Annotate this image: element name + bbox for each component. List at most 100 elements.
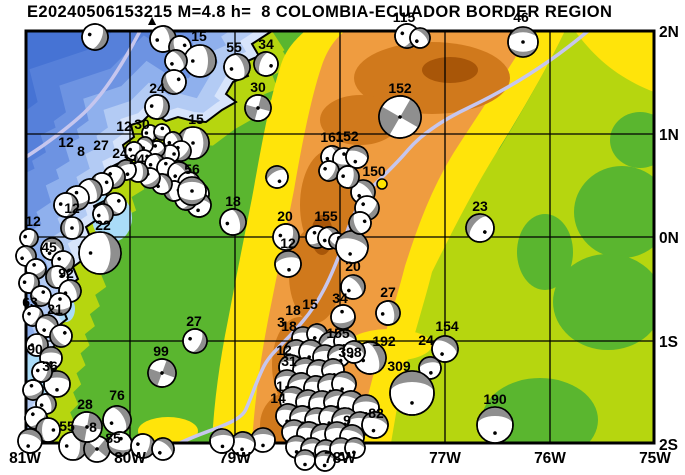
depth-label: 398: [338, 344, 362, 360]
depth-label: 3: [277, 314, 285, 330]
lon-label: 76W: [534, 450, 566, 467]
focal-mechanism: [151, 437, 175, 461]
depth-label: 18: [281, 318, 297, 334]
focal-mechanism: [92, 203, 114, 225]
depth-label: 36: [42, 358, 58, 374]
lat-label: 2N: [659, 24, 679, 41]
depth-label: 154: [435, 318, 459, 334]
focal-mechanism: [344, 437, 366, 459]
depth-label: 18: [285, 302, 301, 318]
focal-mechanism: [342, 340, 366, 364]
focal-mechanism: [81, 23, 109, 51]
depth-label: 12: [116, 118, 132, 134]
depth-label: 12: [280, 235, 296, 251]
depth-label: 18: [225, 193, 241, 209]
depth-label: 82: [368, 405, 384, 421]
lon-label: 78W: [324, 450, 356, 467]
focal-mechanism: [378, 95, 422, 139]
lat-label: 1S: [659, 334, 678, 351]
focal-mechanism: [183, 44, 217, 78]
focal-mechanism: [335, 230, 369, 264]
depth-label: 20: [277, 208, 293, 224]
depth-label: 31: [281, 353, 297, 369]
depth-label: 152: [388, 80, 412, 96]
depth-label: 24: [149, 80, 165, 96]
depth-label: 12: [25, 213, 41, 229]
focal-mechanism: [330, 304, 356, 330]
depth-label: 20: [345, 258, 361, 274]
depth-label: 192: [372, 333, 396, 349]
focal-mechanism: [144, 94, 170, 120]
depth-label: 30: [250, 79, 266, 95]
focal-mechanism: [17, 428, 43, 454]
focal-mechanism: [253, 51, 279, 77]
focal-mechanism: [418, 356, 442, 380]
depth-label: 152: [335, 128, 359, 144]
lon-label: 79W: [219, 450, 251, 467]
depth-label: 15: [302, 296, 318, 312]
focal-mechanism: [71, 411, 103, 443]
depth-label: 155: [326, 325, 350, 341]
focal-mechanism: [130, 433, 156, 459]
yellow-patch-sw: [138, 417, 198, 443]
axis-labels-layer: 2N 1N 0N 1S 2S 81W 80W 79W 78W 77W 76W 75W: [9, 24, 679, 467]
focal-mechanism: [314, 450, 336, 472]
focal-mechanism: [476, 406, 514, 444]
depth-label: 21: [47, 301, 63, 317]
focal-mechanism: [375, 300, 401, 326]
lon-label: 77W: [429, 450, 461, 467]
focal-mechanism: [250, 427, 276, 453]
lat-label: 2S: [659, 437, 678, 454]
depth-label: 27: [380, 284, 396, 300]
depth-label: 92: [58, 265, 74, 281]
focal-mechanism: [265, 165, 289, 189]
depth-label: 115: [393, 9, 416, 25]
trench-line: [26, 31, 142, 159]
focal-mechanism: [336, 165, 360, 189]
northeast-yellow: [575, 31, 654, 92]
depth-label: 99: [153, 343, 169, 359]
focal-mechanism: [294, 449, 316, 471]
focal-mechanism: [161, 69, 187, 95]
depth-label: 12: [276, 342, 292, 358]
focal-mechanism: [182, 328, 208, 354]
depth-label: 190: [483, 391, 507, 407]
depth-label: 90: [27, 341, 43, 357]
depth-label: 9: [343, 412, 351, 428]
depth-label: 22: [95, 217, 111, 233]
focal-mechanism: [272, 223, 300, 251]
lat-label: 0N: [659, 230, 679, 247]
lat-label: 1N: [659, 127, 679, 144]
focal-mechanism: [340, 274, 366, 300]
depth-label: 155: [314, 208, 338, 224]
focal-mechanism: [507, 26, 539, 58]
depth-label: 24: [418, 332, 434, 348]
depth-label: 150: [362, 163, 386, 179]
depth-label: 15: [188, 111, 204, 127]
depth-label: 56: [184, 161, 200, 177]
depth-label: 24: [129, 151, 145, 167]
focal-mechanism: [353, 341, 387, 375]
focal-mechanism: [244, 94, 272, 122]
depth-label: 55: [226, 39, 242, 55]
main-event-marker: [376, 178, 388, 190]
focal-mechanisms-layer: [15, 23, 539, 472]
focal-mechanism: [177, 176, 207, 206]
focal-mechanism: [274, 250, 302, 278]
depth-label: 309: [387, 358, 411, 374]
focal-mechanism: [30, 285, 52, 307]
depth-label: 23: [472, 198, 488, 214]
depth-label: 8: [77, 143, 85, 159]
depth-label: 27: [93, 137, 109, 153]
focal-mechanism: [389, 370, 435, 416]
focal-mechanism: [147, 358, 177, 388]
depth-label: 45: [41, 239, 57, 255]
focal-mechanism: [409, 27, 431, 49]
focal-mechanism: [78, 231, 122, 275]
depth-label: 24: [112, 145, 128, 161]
focal-mechanism: [223, 53, 251, 81]
depth-label: 12: [58, 134, 74, 150]
depth-label: 63: [22, 294, 38, 310]
